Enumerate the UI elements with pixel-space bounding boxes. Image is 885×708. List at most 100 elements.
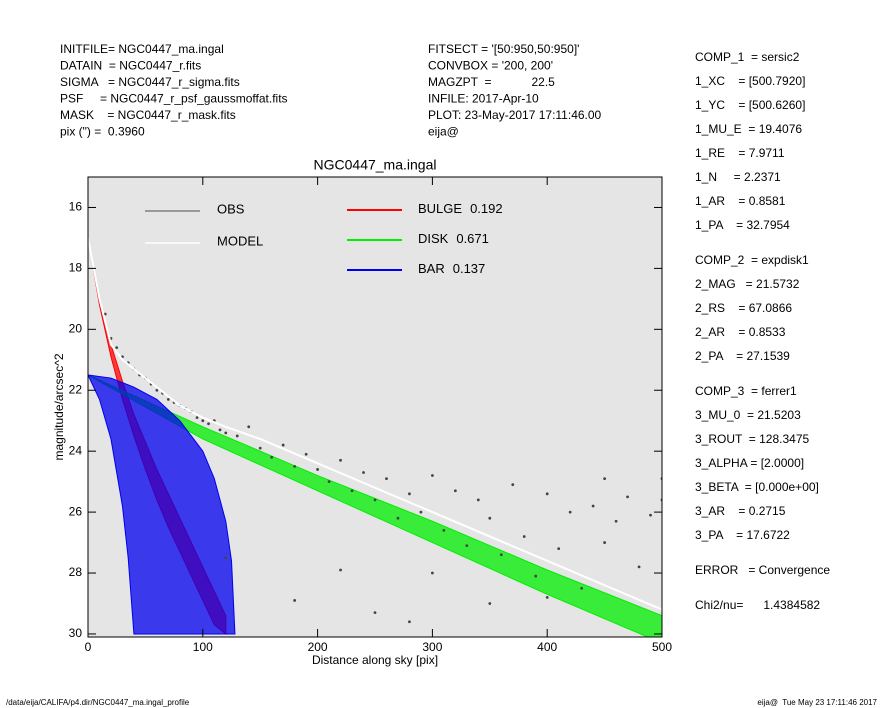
legend-fraction: 0.671 [456, 231, 489, 246]
y-tick-label: 26 [69, 504, 83, 518]
obs-point [224, 431, 228, 435]
header-middle-line: FITSECT = '[50:950,50:950]' [428, 42, 579, 56]
obs-point [453, 489, 457, 493]
obs-point [580, 586, 584, 590]
plot-frame [87, 176, 663, 638]
chart-title: NGC0447_ma.ingal [314, 157, 437, 173]
header-left-line: pix (") = 0.3960 [60, 125, 145, 139]
x-tick-label: 100 [193, 640, 213, 654]
param-line: COMP_2 = expdisk1 [695, 253, 809, 267]
obs-point [207, 422, 210, 426]
legend-label: MODEL [217, 233, 263, 248]
obs-point [327, 480, 331, 484]
obs-point [408, 620, 411, 624]
header-middle-line: INFILE: 2017-Apr-10 [428, 92, 539, 106]
x-axis-label: Distance along sky [pix] [312, 653, 438, 667]
obs-point [545, 595, 549, 599]
obs-point [339, 568, 342, 572]
obs-point [362, 471, 365, 474]
obs-point [442, 528, 446, 532]
obs-point [568, 510, 572, 514]
obs-point [431, 474, 434, 477]
legend-label: OBS [217, 201, 245, 216]
param-line: 2_AR = 0.8533 [695, 325, 786, 339]
model-line [88, 237, 662, 611]
y-tick-label: 16 [69, 200, 83, 214]
obs-point [293, 599, 297, 602]
obs-point [603, 541, 606, 544]
obs-point [499, 553, 503, 557]
legend-label: DISK [418, 231, 449, 246]
obs-point [419, 510, 423, 514]
obs-point [166, 397, 170, 401]
y-tick-label: 24 [69, 443, 83, 457]
obs-point [201, 419, 205, 423]
header-middle-line: MAGZPT = 22.5 [428, 75, 555, 89]
obs-point [350, 489, 354, 493]
obs-point [614, 519, 618, 523]
footer-path: /data/eija/CALIFA/p4.dir/NGC0447_ma.inga… [6, 698, 190, 707]
param-line: 1_N = 2.2371 [695, 170, 781, 184]
y-axis-label: magnitude/arcsec^2 [52, 353, 66, 460]
obs-point [224, 556, 228, 560]
x-tick-label: 500 [652, 640, 672, 654]
obs-point [195, 416, 199, 420]
param-line: 3_MU_0 = 21.5203 [695, 408, 801, 422]
param-line: COMP_3 = ferrer1 [695, 384, 797, 398]
header-left-line: MASK = NGC0447_r_mask.fits [60, 108, 236, 122]
obs-point [385, 477, 388, 480]
obs-point [431, 571, 434, 575]
y-tick-label: 30 [69, 626, 83, 640]
y-tick-label: 18 [69, 261, 83, 275]
legend-entry: BAR 0.137 [418, 261, 485, 276]
obs-point [626, 495, 629, 499]
param-line: 1_MU_E = 19.4076 [695, 122, 802, 136]
obs-point [557, 547, 561, 551]
obs-point [247, 425, 251, 429]
plot-content [88, 237, 662, 637]
obs-point [339, 458, 342, 462]
obs-point [396, 516, 400, 520]
param-line: 3_ROUT = 128.3475 [695, 432, 810, 446]
legend-fraction: 0.137 [453, 261, 486, 276]
param-line: 1_RE = 7.9711 [695, 146, 785, 160]
obs-point [476, 498, 480, 502]
obs-point [511, 483, 515, 487]
x-tick-label: 300 [422, 640, 442, 654]
param-line: 3_PA = 17.6722 [695, 528, 790, 542]
obs-point [218, 428, 222, 432]
x-tick-label: 200 [308, 640, 328, 654]
obs-point [281, 443, 285, 447]
param-line: 2_RS = 67.0866 [695, 301, 792, 315]
header-left-line: PSF = NGC0447_r_psf_gaussmoffat.fits [60, 92, 288, 106]
obs-point [115, 346, 119, 349]
obs-point [408, 492, 411, 496]
obs-point [488, 602, 492, 605]
param-line: 1_XC = [500.7920] [695, 74, 805, 88]
obs-point [534, 574, 538, 578]
legend-label: BULGE [418, 201, 462, 216]
obs-point [465, 544, 469, 548]
legend-fraction: 0.192 [470, 201, 503, 216]
obs-point [545, 492, 549, 496]
header-left-line: DATAIN = NGC0447_r.fits [60, 59, 201, 73]
legend-entry: BULGE 0.192 [418, 201, 503, 216]
obs-point [649, 513, 652, 517]
obs-point [603, 477, 606, 480]
footer-date: eija@ Tue May 23 17:11:46 2017 [757, 698, 877, 707]
param-line: 2_MAG = 21.5732 [695, 277, 800, 291]
component-band [88, 374, 236, 635]
header-middle-line: eija@ [428, 125, 459, 139]
obs-point [373, 498, 377, 502]
obs-point [258, 446, 262, 450]
obs-point [103, 312, 107, 316]
legend-label: BAR [418, 261, 445, 276]
x-tick-label: 0 [85, 640, 92, 654]
obs-point [373, 611, 377, 615]
obs-point [155, 388, 159, 392]
obs-point [293, 465, 297, 468]
obs-point [304, 452, 308, 456]
param-line: 3_ALPHA = [2.0000] [695, 456, 804, 470]
